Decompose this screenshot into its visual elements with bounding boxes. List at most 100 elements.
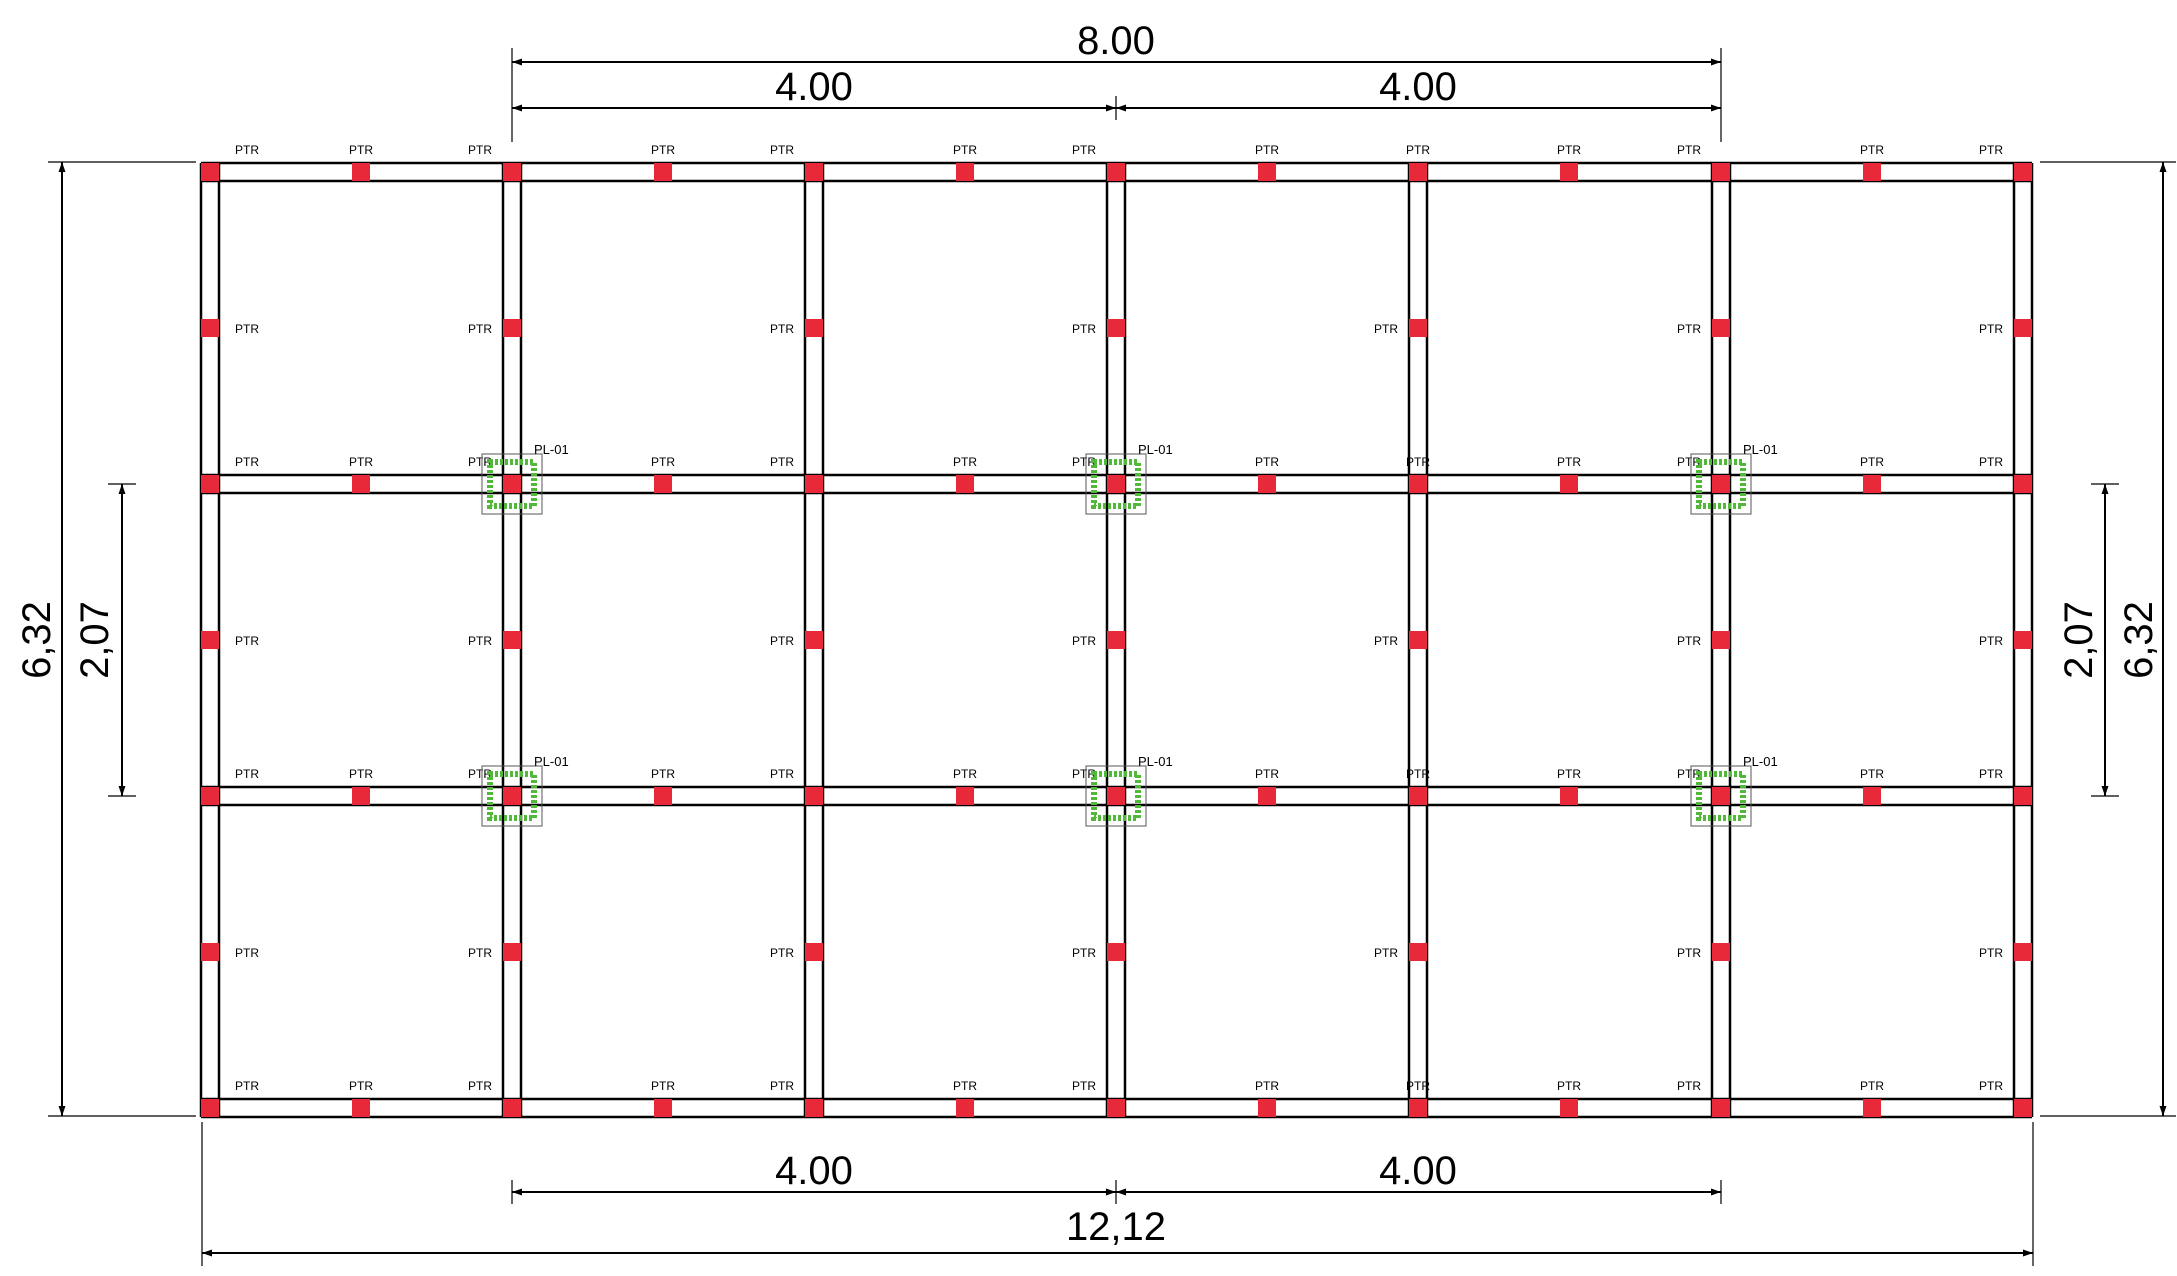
ptr-label: PTR [1979,455,2003,469]
pile-marker [1409,787,1427,805]
ptr-label: PTR [651,767,675,781]
pile-marker [352,787,370,805]
ptr-label: PTR [1406,143,1430,157]
pile-marker [805,943,823,961]
ptr-label: PTR [953,1079,977,1093]
pile-cap-reinforcement [487,459,537,509]
pile-cap-label: PL-01 [1138,442,1173,457]
pile-marker [201,943,219,961]
pile-cap-label: PL-01 [1743,754,1778,769]
pile-marker [1107,787,1125,805]
dim-top-total: 8.00 [1077,19,1155,63]
pile-cap-reinforcement [487,771,537,821]
pile-marker [503,943,521,961]
ptr-label: PTR [1677,143,1701,157]
pile-marker [1258,475,1276,493]
dim-bottom-right: 4.00 [1379,1149,1457,1193]
pile-marker [1409,1099,1427,1117]
ptr-label: PTR [1860,455,1884,469]
ptr-label: PTR [1677,767,1701,781]
ptr-label: PTR [1255,455,1279,469]
ptr-label: PTR [1072,634,1096,648]
pile-marker [2014,787,2032,805]
ptr-label: PTR [1979,946,2003,960]
pile-marker [805,319,823,337]
pile-marker [201,475,219,493]
ptr-label: PTR [1860,143,1884,157]
pile-marker [1107,319,1125,337]
pile-marker [201,163,219,181]
ptr-label: PTR [1072,946,1096,960]
ptr-label: PTR [1406,1079,1430,1093]
ptr-label: PTR [349,455,373,469]
pile-marker [201,1099,219,1117]
pile-marker [1409,319,1427,337]
ptr-label: PTR [468,143,492,157]
pile-marker [1409,631,1427,649]
ptr-label: PTR [468,946,492,960]
ptr-label: PTR [1979,322,2003,336]
pile-marker [2014,1099,2032,1117]
pile-marker [1712,631,1730,649]
ptr-label: PTR [1374,946,1398,960]
pile-marker [503,475,521,493]
ptr-label: PTR [770,322,794,336]
ptr-label: PTR [1979,634,2003,648]
pile-marker [956,475,974,493]
pile-marker [1560,163,1578,181]
ptr-label: PTR [468,322,492,336]
ptr-label: PTR [349,767,373,781]
pile-marker [805,475,823,493]
pile-cap-label: PL-01 [1743,442,1778,457]
ptr-label: PTR [235,634,259,648]
pile-marker [1107,631,1125,649]
pile-marker [805,631,823,649]
ptr-label: PTR [1557,1079,1581,1093]
ptr-label: PTR [770,946,794,960]
pile-marker [503,319,521,337]
ptr-label: PTR [1677,455,1701,469]
pile-marker [1712,475,1730,493]
ptr-label: PTR [468,634,492,648]
ptr-label: PTR [1406,455,1430,469]
pile-marker [352,475,370,493]
pile-marker [1409,943,1427,961]
pile-marker [1712,943,1730,961]
pile-marker [956,787,974,805]
ptr-labels: PTR PTR PTR PTR PTR PTR PTR PTR PTR PTR PTR PTR PTR P… [235,143,2003,1093]
pile-cap-outline [1690,453,1752,515]
pile-marker [1107,943,1125,961]
pile-marker [956,1099,974,1117]
ptr-label: PTR [1860,767,1884,781]
ptr-label: PTR [1677,322,1701,336]
ptr-label: PTR [1979,143,2003,157]
ptr-label: PTR [953,455,977,469]
ptr-label: PTR [349,1079,373,1093]
ptr-label: PTR [770,634,794,648]
pile-marker [956,163,974,181]
ptr-label: PTR [1374,322,1398,336]
pile-marker [805,787,823,805]
ptr-label: PTR [1072,143,1096,157]
ptr-label: PTR [770,1079,794,1093]
ptr-label: PTR [235,767,259,781]
pile-marker [2014,631,2032,649]
pile-marker [503,163,521,181]
ptr-label: PTR [235,322,259,336]
ptr-label: PTR [1072,1079,1096,1093]
dimension-texts: 8.00 4.00 4.00 4.00 4.00 12,12 6,32 2,07… [15,19,2161,1249]
ptr-label: PTR [651,1079,675,1093]
ptr-label: PTR [1406,767,1430,781]
ptr-label: PTR [1255,767,1279,781]
ptr-label: PTR [235,143,259,157]
ptr-label: PTR [1557,455,1581,469]
pile-marker [1712,163,1730,181]
ptr-label: PTR [953,767,977,781]
pile-marker [352,1099,370,1117]
ptr-label: PTR [468,1079,492,1093]
pile-marker [2014,163,2032,181]
pile-marker [654,163,672,181]
pile-cap-reinforcement [1696,459,1746,509]
